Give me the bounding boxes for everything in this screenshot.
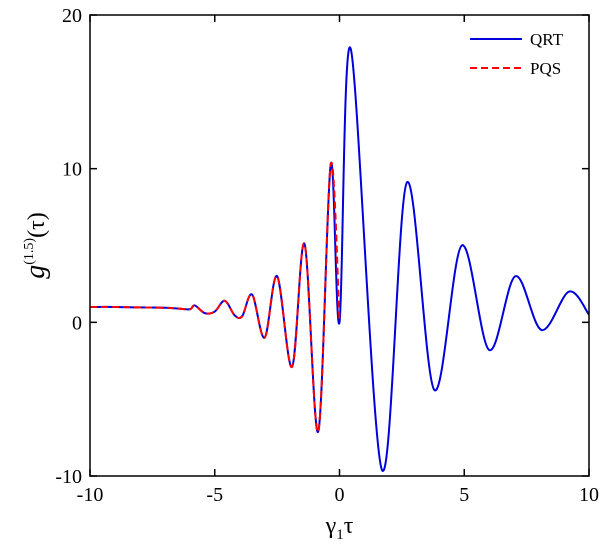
y-tick-label: 0 (72, 312, 82, 334)
plot-frame (89, 14, 590, 477)
legend-label-qrt: QRT (530, 30, 564, 49)
y-tick-label: 20 (62, 5, 82, 27)
x-axis-title: γ1τ (325, 513, 354, 543)
y-axis-title: g(1.5)(τ) (20, 212, 51, 278)
x-tick-label: 5 (459, 484, 469, 506)
y-tick-label: -10 (55, 466, 82, 488)
series-line-qrt (89, 46, 590, 472)
x-axis-title-subscript: 1 (336, 527, 344, 543)
x-tick-label: 10 (579, 484, 599, 506)
x-tick-label: -10 (77, 484, 104, 506)
y-tick-label: 10 (62, 159, 82, 181)
legend: QRT PQS (470, 30, 564, 78)
x-tick-label: -5 (206, 484, 223, 506)
legend-label-pqs: PQS (530, 59, 561, 78)
x-tick-label: 0 (335, 484, 345, 506)
series-line-pqs (89, 161, 341, 433)
x-axis-title-rest: τ (344, 513, 354, 539)
axis-ticks: -10 -5 0 5 10 -10 0 10 20 (55, 5, 599, 506)
y-axis-title-superscript: (1.5) (22, 238, 37, 265)
y-axis-title-rest: (τ) (24, 212, 50, 238)
x-axis-title-main: γ (325, 513, 337, 539)
plot-lines (89, 46, 590, 472)
y-axis-title-main: g (20, 265, 51, 279)
